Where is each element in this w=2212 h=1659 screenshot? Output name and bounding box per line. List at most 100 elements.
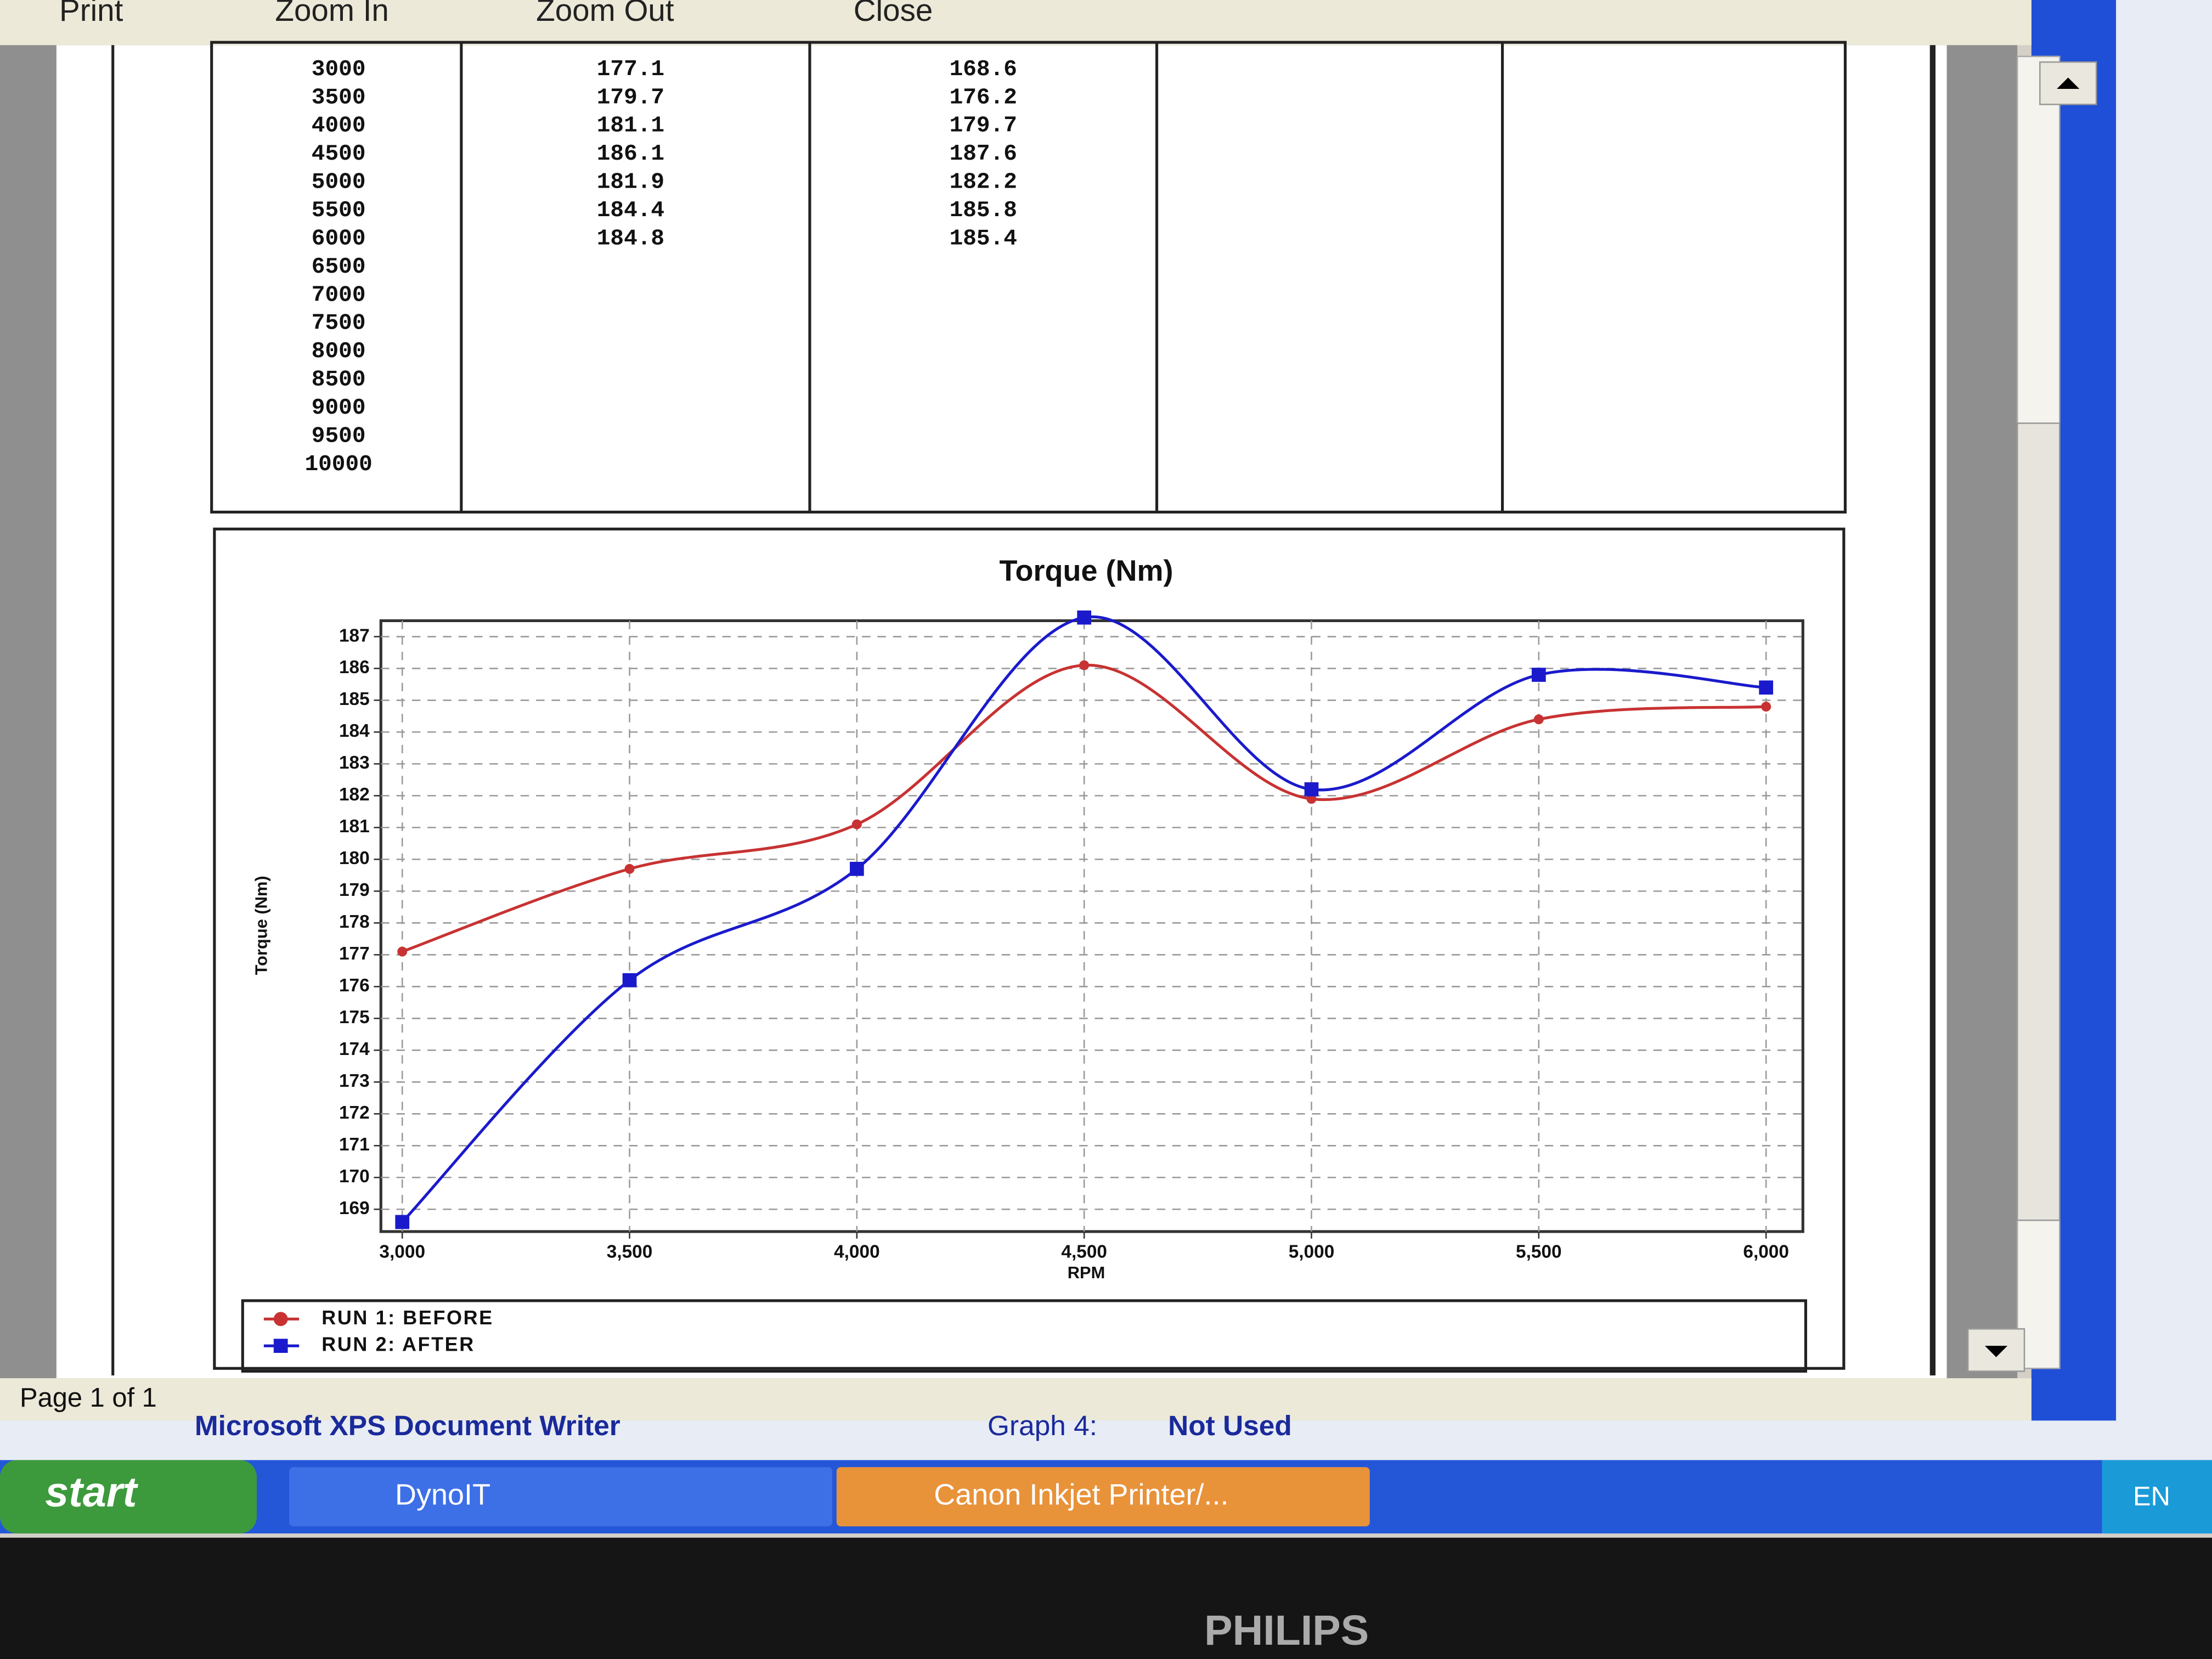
status-bar [0,1378,2032,1421]
table-cell: 10000 [304,452,372,477]
y-tick-label: 175 [339,1007,370,1028]
task-label: DynoIT [395,1479,490,1511]
monitor-brand: PHILIPS [1204,1607,1369,1654]
table-cell: 179.7 [950,114,1017,139]
table-cell: 176.2 [950,85,1017,110]
x-axis-label: RPM [1068,1263,1105,1282]
tray [2102,1460,2212,1534]
y-tick-label: 181 [339,816,370,837]
y-tick-label: 173 [339,1071,370,1091]
table-cell: 8500 [312,368,366,393]
table-cell: 184.4 [597,198,664,223]
y-tick-label: 186 [339,657,370,678]
y-tick-label: 172 [339,1103,370,1123]
dialog-behind [0,1420,2117,1460]
table-cell: 7500 [312,311,366,336]
toolbar-button: Close [854,0,933,27]
table-cell: 8000 [312,339,366,364]
y-tick-label: 179 [339,880,370,900]
task-dynoit[interactable] [289,1467,833,1527]
behind-text: Microsoft XPS Document Writer [195,1409,620,1441]
toolbar-button: Zoom Out [536,0,674,27]
point [1304,782,1319,797]
language: EN [2133,1482,2170,1511]
y-tick-label: 177 [339,944,370,964]
table-cell: 185.4 [950,226,1017,251]
point [397,946,408,957]
legend-marker [273,1312,288,1327]
table-cell: 187.6 [950,142,1017,167]
table-cell: 181.9 [597,170,664,195]
point [1306,794,1317,804]
table-cell: 7000 [312,283,366,308]
table-cell: 3500 [312,85,366,110]
chart-title: Torque (Nm) [1000,554,1173,587]
y-axis-label: Torque (Nm) [251,876,270,975]
x-tick-label: 3,500 [607,1242,653,1262]
point [624,864,635,874]
table-cell: 6000 [312,226,366,251]
x-tick-label: 5,500 [1516,1242,1562,1262]
point [622,973,637,988]
behind-text: Not Used [1168,1409,1292,1441]
table-cell: 177.1 [597,57,664,82]
table-cell: 4000 [312,114,366,139]
table-cell: 6500 [312,255,366,280]
point [1759,680,1774,695]
y-tick-label: 185 [339,689,370,709]
legend-label: RUN 2: AFTER [321,1333,475,1356]
table-columns [460,42,1504,512]
x-tick-label: 5,000 [1289,1242,1335,1262]
x-tick-label: 3,000 [379,1242,425,1262]
table-cell: 168.6 [950,57,1017,82]
table-cell: 5500 [312,198,366,223]
table-frame [210,41,1847,514]
point [1533,714,1544,725]
toolbar [0,0,2032,46]
arrow-down [1985,1346,2008,1357]
point [851,819,862,830]
behind-text: Graph 4: [988,1409,1097,1441]
status-page: Page 1 of 1 [20,1383,157,1413]
arrow-up [2057,77,2080,89]
plot-area [379,619,1804,1233]
legend-box [241,1299,1807,1373]
table-cell: 181.1 [597,114,664,139]
y-tick-label: 180 [339,848,370,868]
point [1077,610,1092,625]
toolbar-button: Print [59,0,123,27]
task-canon[interactable] [836,1467,1370,1527]
background-window [2116,0,2212,1460]
legend-label: RUN 1: BEFORE [321,1306,493,1329]
task-label: Canon Inkjet Printer/... [934,1479,1228,1511]
table-cell: 9000 [312,396,366,421]
y-tick-label: 169 [339,1198,370,1218]
x-tick-label: 4,000 [834,1242,880,1262]
y-tick-label: 182 [339,785,370,805]
y-tick-label: 174 [339,1039,370,1059]
point [1531,668,1546,682]
x-tick-label: 6,000 [1743,1242,1789,1262]
table-cell: 9500 [312,424,366,449]
toolbar-button: Zoom In [275,0,388,27]
y-tick-label: 178 [339,912,370,932]
point [395,1215,410,1229]
start-label: start [45,1469,138,1516]
y-tick-label: 183 [339,753,370,773]
x-tick-label: 4,500 [1061,1242,1107,1262]
y-tick-label: 187 [339,625,370,646]
table-cell: 185.8 [950,198,1017,223]
y-tick-label: 171 [339,1135,370,1155]
table-cell: 5000 [312,170,366,195]
legend-marker [273,1339,288,1353]
point [1079,660,1090,670]
start-button[interactable] [0,1460,257,1534]
table-cell: 3000 [312,57,366,82]
y-tick-label: 176 [339,975,370,996]
scroll-thumb[interactable] [2016,422,2061,1221]
y-tick-label: 170 [339,1166,370,1187]
y-tick-label: 184 [339,721,370,741]
point [850,861,864,876]
